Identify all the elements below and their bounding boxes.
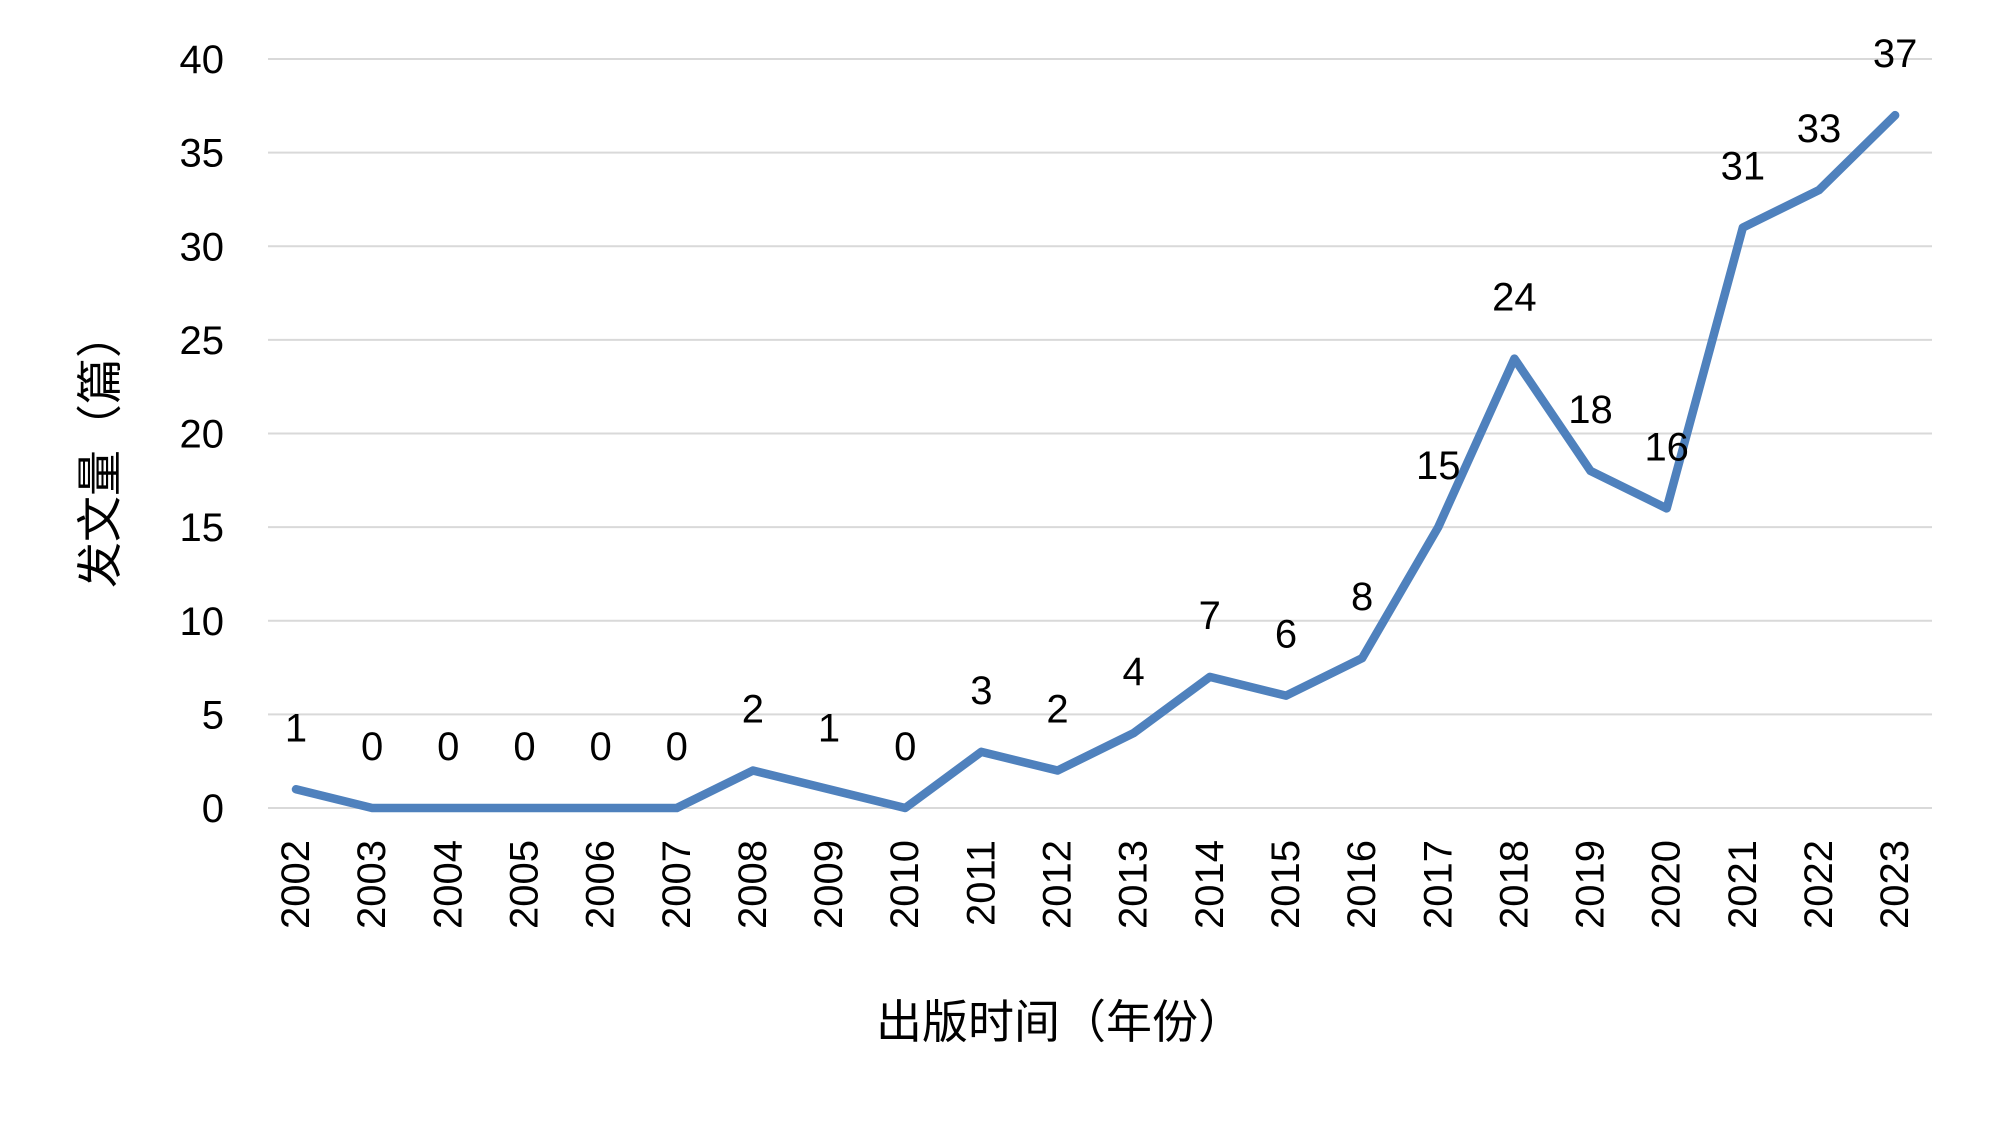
x-tick-label: 2017 — [1416, 840, 1460, 929]
data-label: 0 — [894, 725, 916, 769]
data-label: 31 — [1721, 145, 1766, 189]
x-tick-label: 2003 — [350, 840, 394, 929]
x-tick-label: 2022 — [1797, 840, 1841, 929]
data-label: 1 — [818, 706, 840, 750]
x-axis-title: 出版时间（年份） — [876, 995, 1244, 1049]
y-tick-label: 15 — [180, 506, 225, 550]
data-label: 16 — [1644, 425, 1689, 469]
y-axis-title: 发文量（篇） — [73, 312, 127, 588]
x-tick-label: 2015 — [1264, 840, 1308, 929]
data-label: 37 — [1873, 32, 1918, 76]
data-label: 2 — [742, 688, 764, 732]
data-label: 8 — [1351, 575, 1373, 619]
data-label: 7 — [1199, 594, 1221, 638]
data-label: 6 — [1275, 613, 1297, 657]
y-tick-label: 35 — [180, 132, 225, 176]
x-tick-label: 2023 — [1873, 840, 1917, 929]
y-tick-label: 30 — [180, 225, 225, 269]
data-label: 0 — [666, 725, 688, 769]
x-tick-label: 2007 — [655, 840, 699, 929]
data-label: 33 — [1797, 107, 1842, 151]
data-label: 18 — [1568, 388, 1613, 432]
x-tick-label: 2019 — [1569, 840, 1613, 929]
y-tick-label: 20 — [180, 413, 225, 457]
data-label: 15 — [1416, 444, 1461, 488]
y-tick-label: 10 — [180, 600, 225, 644]
y-tick-label: 0 — [202, 787, 224, 831]
x-tick-label: 2018 — [1492, 840, 1536, 929]
x-tick-label: 2016 — [1340, 840, 1384, 929]
x-tick-label: 2021 — [1721, 840, 1765, 929]
x-tick-label: 2014 — [1188, 840, 1232, 929]
data-label: 0 — [361, 725, 383, 769]
data-label: 0 — [589, 725, 611, 769]
x-tick-label: 2004 — [426, 840, 470, 929]
x-tick-label: 2012 — [1036, 840, 1080, 929]
data-series-line — [291, 110, 1900, 813]
x-tick-label: 2013 — [1112, 840, 1156, 929]
data-label: 24 — [1492, 276, 1537, 320]
x-tick-label: 2008 — [731, 840, 775, 929]
data-label: 4 — [1123, 650, 1145, 694]
data-label: 3 — [970, 669, 992, 713]
y-tick-label: 25 — [180, 319, 225, 363]
x-tick-label: 2009 — [807, 840, 851, 929]
data-label: 1 — [285, 706, 307, 750]
x-tick-label: 2006 — [579, 840, 623, 929]
x-tick-label: 2005 — [502, 840, 546, 929]
x-tick-label: 2010 — [883, 840, 927, 929]
y-tick-label: 40 — [180, 38, 225, 82]
x-tick-label: 2020 — [1645, 840, 1689, 929]
y-tick-label: 5 — [202, 693, 224, 737]
data-label: 2 — [1046, 688, 1068, 732]
x-tick-label: 2011 — [959, 840, 1003, 926]
data-label: 0 — [437, 725, 459, 769]
data-label: 0 — [513, 725, 535, 769]
x-tick-label: 2002 — [274, 840, 318, 929]
